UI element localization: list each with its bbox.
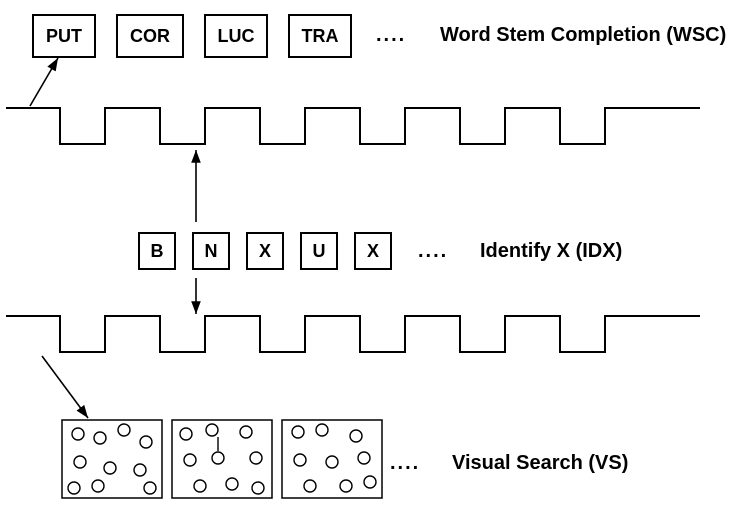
pulse-train-top	[6, 108, 700, 144]
vs-panels	[62, 420, 382, 498]
vs-panel	[62, 420, 162, 498]
diagram-svg	[0, 0, 749, 512]
arrows	[30, 58, 196, 418]
pulse-train-bottom	[6, 316, 700, 352]
vs-panel	[282, 420, 382, 498]
arrow-to-vs	[42, 356, 88, 418]
vs-panel	[172, 420, 272, 498]
arrow-to-wsc	[30, 58, 58, 106]
